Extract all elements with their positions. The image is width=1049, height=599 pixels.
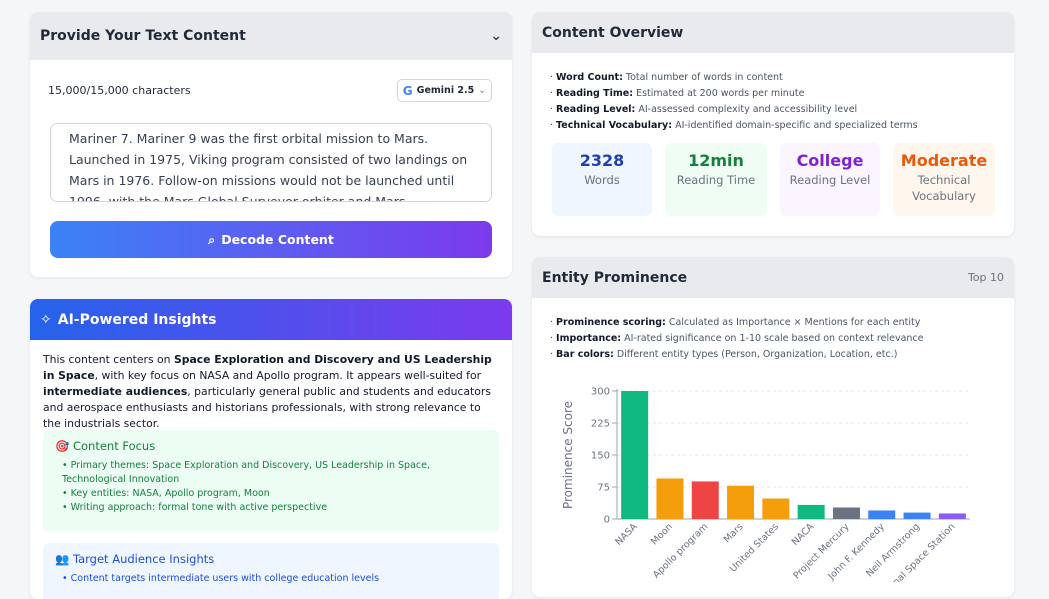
- page: {"input_panel":{"title":"Provide Your Te…: [0, 0, 1049, 582]
- prominence-card: Entity Prominence Top 10 Prominence scori…: [532, 257, 1014, 597]
- stat-label: Reading Time: [676, 173, 756, 187]
- bar: [656, 478, 684, 519]
- model: Gemini 2.5: [416, 85, 475, 96]
- note: Importance: AI-rated significance on 1-1…: [550, 331, 923, 347]
- box-title: 🎯 Content Focus: [55, 439, 156, 453]
- stat-label: Words: [584, 173, 620, 187]
- focus-list: Primary themes: Space Exploration and Di…: [55, 459, 487, 515]
- stat-card: Moderate Technical Vocabulary: [893, 143, 995, 216]
- title: Provide Your Text Content: [40, 28, 246, 44]
- note-label: Technical Vocabulary:: [556, 120, 673, 131]
- insights-card: ✧ AI-Powered Insights This content center…: [30, 299, 512, 599]
- bullet: Key entities: NASA, Apollo program, Moon: [62, 487, 487, 501]
- y-tick-label: 0: [604, 515, 610, 526]
- title: AI-Powered Insights: [57, 311, 217, 328]
- focus-box: 🎯 Content Focus Primary themes: Space Exp…: [43, 430, 499, 532]
- stat-label: Technical Vocabulary: [912, 173, 976, 203]
- chevron: ⌄: [490, 28, 502, 44]
- audience-box: 👥 Target Audience Insights Content target…: [43, 543, 499, 599]
- note-label: Reading Time:: [556, 88, 634, 99]
- note: Prominence scoring: Calculated as Import…: [550, 315, 923, 331]
- bar: [938, 513, 966, 519]
- stat-value: Moderate: [900, 151, 988, 170]
- y-tick-label: 300: [591, 387, 610, 398]
- note: Technical Vocabulary: AI-identified doma…: [550, 118, 918, 134]
- input-card: Provide Your Text Content ⌄ 15,000/15,000…: [30, 12, 512, 277]
- stat-label: Reading Level: [789, 173, 871, 187]
- note-label: Bar colors:: [556, 349, 614, 360]
- stat-card: 12min Reading Time: [665, 143, 767, 216]
- bar: [691, 481, 719, 519]
- bar: [762, 498, 790, 519]
- stat-card: 2328 Words: [552, 143, 652, 216]
- bullet: Primary themes: Space Exploration and Di…: [62, 459, 487, 487]
- y-axis-label: Prominence Score: [561, 401, 575, 509]
- x-tick-label: Moon: [649, 521, 675, 547]
- stat-card: College Reading Level: [780, 143, 880, 216]
- x-tick-label: NACA: [790, 521, 817, 548]
- x-tick-label: Mars: [722, 521, 746, 545]
- bullet: Writing approach: formal tone with activ…: [62, 501, 487, 515]
- note-text: Different entity types (Person, Organiza…: [616, 349, 898, 360]
- text-input[interactable]: Mariner 7. Mariner 9 was the first orbit…: [50, 123, 492, 202]
- bar: [832, 507, 860, 519]
- title: Content Overview: [542, 24, 684, 41]
- bar: [868, 510, 896, 519]
- summary-text: , particularly general public and studen…: [43, 385, 491, 430]
- overview-card: Content Overview Word Count: Total numbe…: [532, 12, 1014, 236]
- note-text: AI-identified domain-specific and specia…: [675, 120, 918, 131]
- bar: [727, 485, 755, 519]
- summary-text: , with key focus on NASA and Apollo prog…: [94, 369, 482, 382]
- stat-value: College: [796, 151, 864, 170]
- input-header[interactable]: Provide Your Text Content ⌄: [30, 12, 512, 60]
- note-label: Prominence scoring:: [556, 317, 666, 328]
- title: Entity Prominence: [542, 269, 688, 286]
- summary: This content centers on Space Exploratio…: [43, 352, 501, 432]
- stat-value: 12min: [688, 151, 744, 170]
- note-text: Total number of words in content: [625, 72, 783, 83]
- note-label: Reading Level:: [556, 104, 636, 115]
- bar: [903, 512, 931, 519]
- bar: [797, 504, 825, 519]
- notes: Word Count: Total number of words in con…: [550, 70, 918, 134]
- badge: Top 10: [967, 271, 1004, 284]
- model-select[interactable]: G Gemini 2.5 ⌄: [397, 79, 492, 102]
- note-text: AI-rated significance on 1-10 scale base…: [624, 333, 924, 344]
- note-text: Estimated at 200 words per minute: [636, 88, 805, 99]
- audience-list: Content targets intermediate users with …: [55, 572, 487, 586]
- note-text: Calculated as Importance × Mentions for …: [668, 317, 921, 328]
- decode-button[interactable]: ⌕ Decode Content: [50, 221, 492, 258]
- note: Word Count: Total number of words in con…: [550, 70, 918, 86]
- char-count: 15,000/15,000 characters: [48, 84, 191, 97]
- bar: [621, 391, 649, 519]
- note: Reading Time: Estimated at 200 words per…: [550, 86, 918, 102]
- note: Reading Level: AI-assessed complexity an…: [550, 102, 918, 118]
- button-label: Decode Content: [221, 232, 334, 247]
- note-text: AI-assessed complexity and accessibility…: [638, 104, 858, 115]
- note-label: Importance:: [556, 333, 622, 344]
- summary-text: intermediate audiences: [43, 385, 188, 398]
- note: Bar colors: Different entity types (Pers…: [550, 347, 923, 363]
- y-tick-label: 225: [591, 419, 610, 430]
- y-tick-label: 150: [591, 451, 610, 462]
- summary-text: This content centers on: [43, 353, 174, 366]
- bullet: Content targets intermediate users with …: [62, 572, 487, 586]
- box-title: 👥 Target Audience Insights: [55, 552, 215, 566]
- y-tick-label: 75: [597, 483, 610, 494]
- summary-text: Space Exploration and Discovery and US L…: [43, 353, 492, 382]
- stat-value: 2328: [579, 151, 625, 170]
- notes: Prominence scoring: Calculated as Import…: [550, 315, 923, 363]
- note-label: Word Count:: [556, 72, 623, 83]
- x-tick-label: NASA: [613, 521, 640, 548]
